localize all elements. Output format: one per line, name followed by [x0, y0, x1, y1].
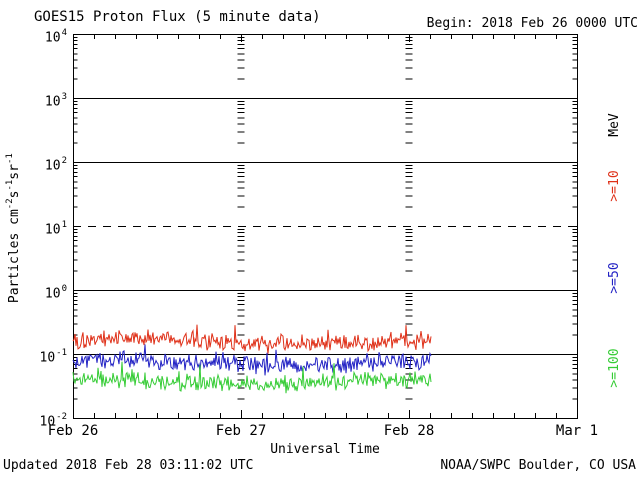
- y-tick-label: 101: [44, 220, 67, 238]
- x-tick-label: Feb 26: [47, 423, 99, 439]
- x-tick-label: Feb 28: [383, 423, 435, 439]
- legend-entry: >=100: [607, 348, 622, 388]
- y-axis-title: Particles cm-2s-1sr-1: [4, 153, 23, 304]
- updated-timestamp: Updated 2018 Feb 28 03:11:02 UTC: [3, 458, 254, 473]
- legend-entry: >=50: [607, 262, 622, 294]
- chart-title: GOES15 Proton Flux (5 minute data): [34, 9, 321, 25]
- source-attribution: NOAA/SWPC Boulder, CO USA: [440, 458, 636, 473]
- y-tick-label: 100: [44, 284, 67, 302]
- y-tick-label: 104: [44, 28, 67, 46]
- x-axis-title: Universal Time: [270, 442, 380, 457]
- x-tick-label: Feb 27: [215, 423, 267, 439]
- y-tick-label: 103: [44, 92, 67, 110]
- y-tick-label: 102: [44, 156, 67, 174]
- x-tick-label: Mar 1: [555, 423, 599, 439]
- begin-time-label: Begin: 2018 Feb 26 0000 UTC: [426, 16, 638, 31]
- y-tick-label: 10-1: [39, 348, 68, 366]
- legend-entry: >=10: [607, 170, 622, 202]
- y-tick-label: 10-2: [39, 412, 68, 430]
